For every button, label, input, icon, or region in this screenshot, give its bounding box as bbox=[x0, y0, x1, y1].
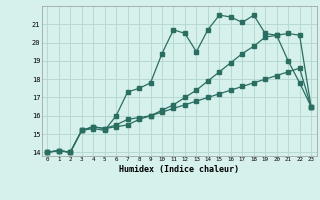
X-axis label: Humidex (Indice chaleur): Humidex (Indice chaleur) bbox=[119, 165, 239, 174]
